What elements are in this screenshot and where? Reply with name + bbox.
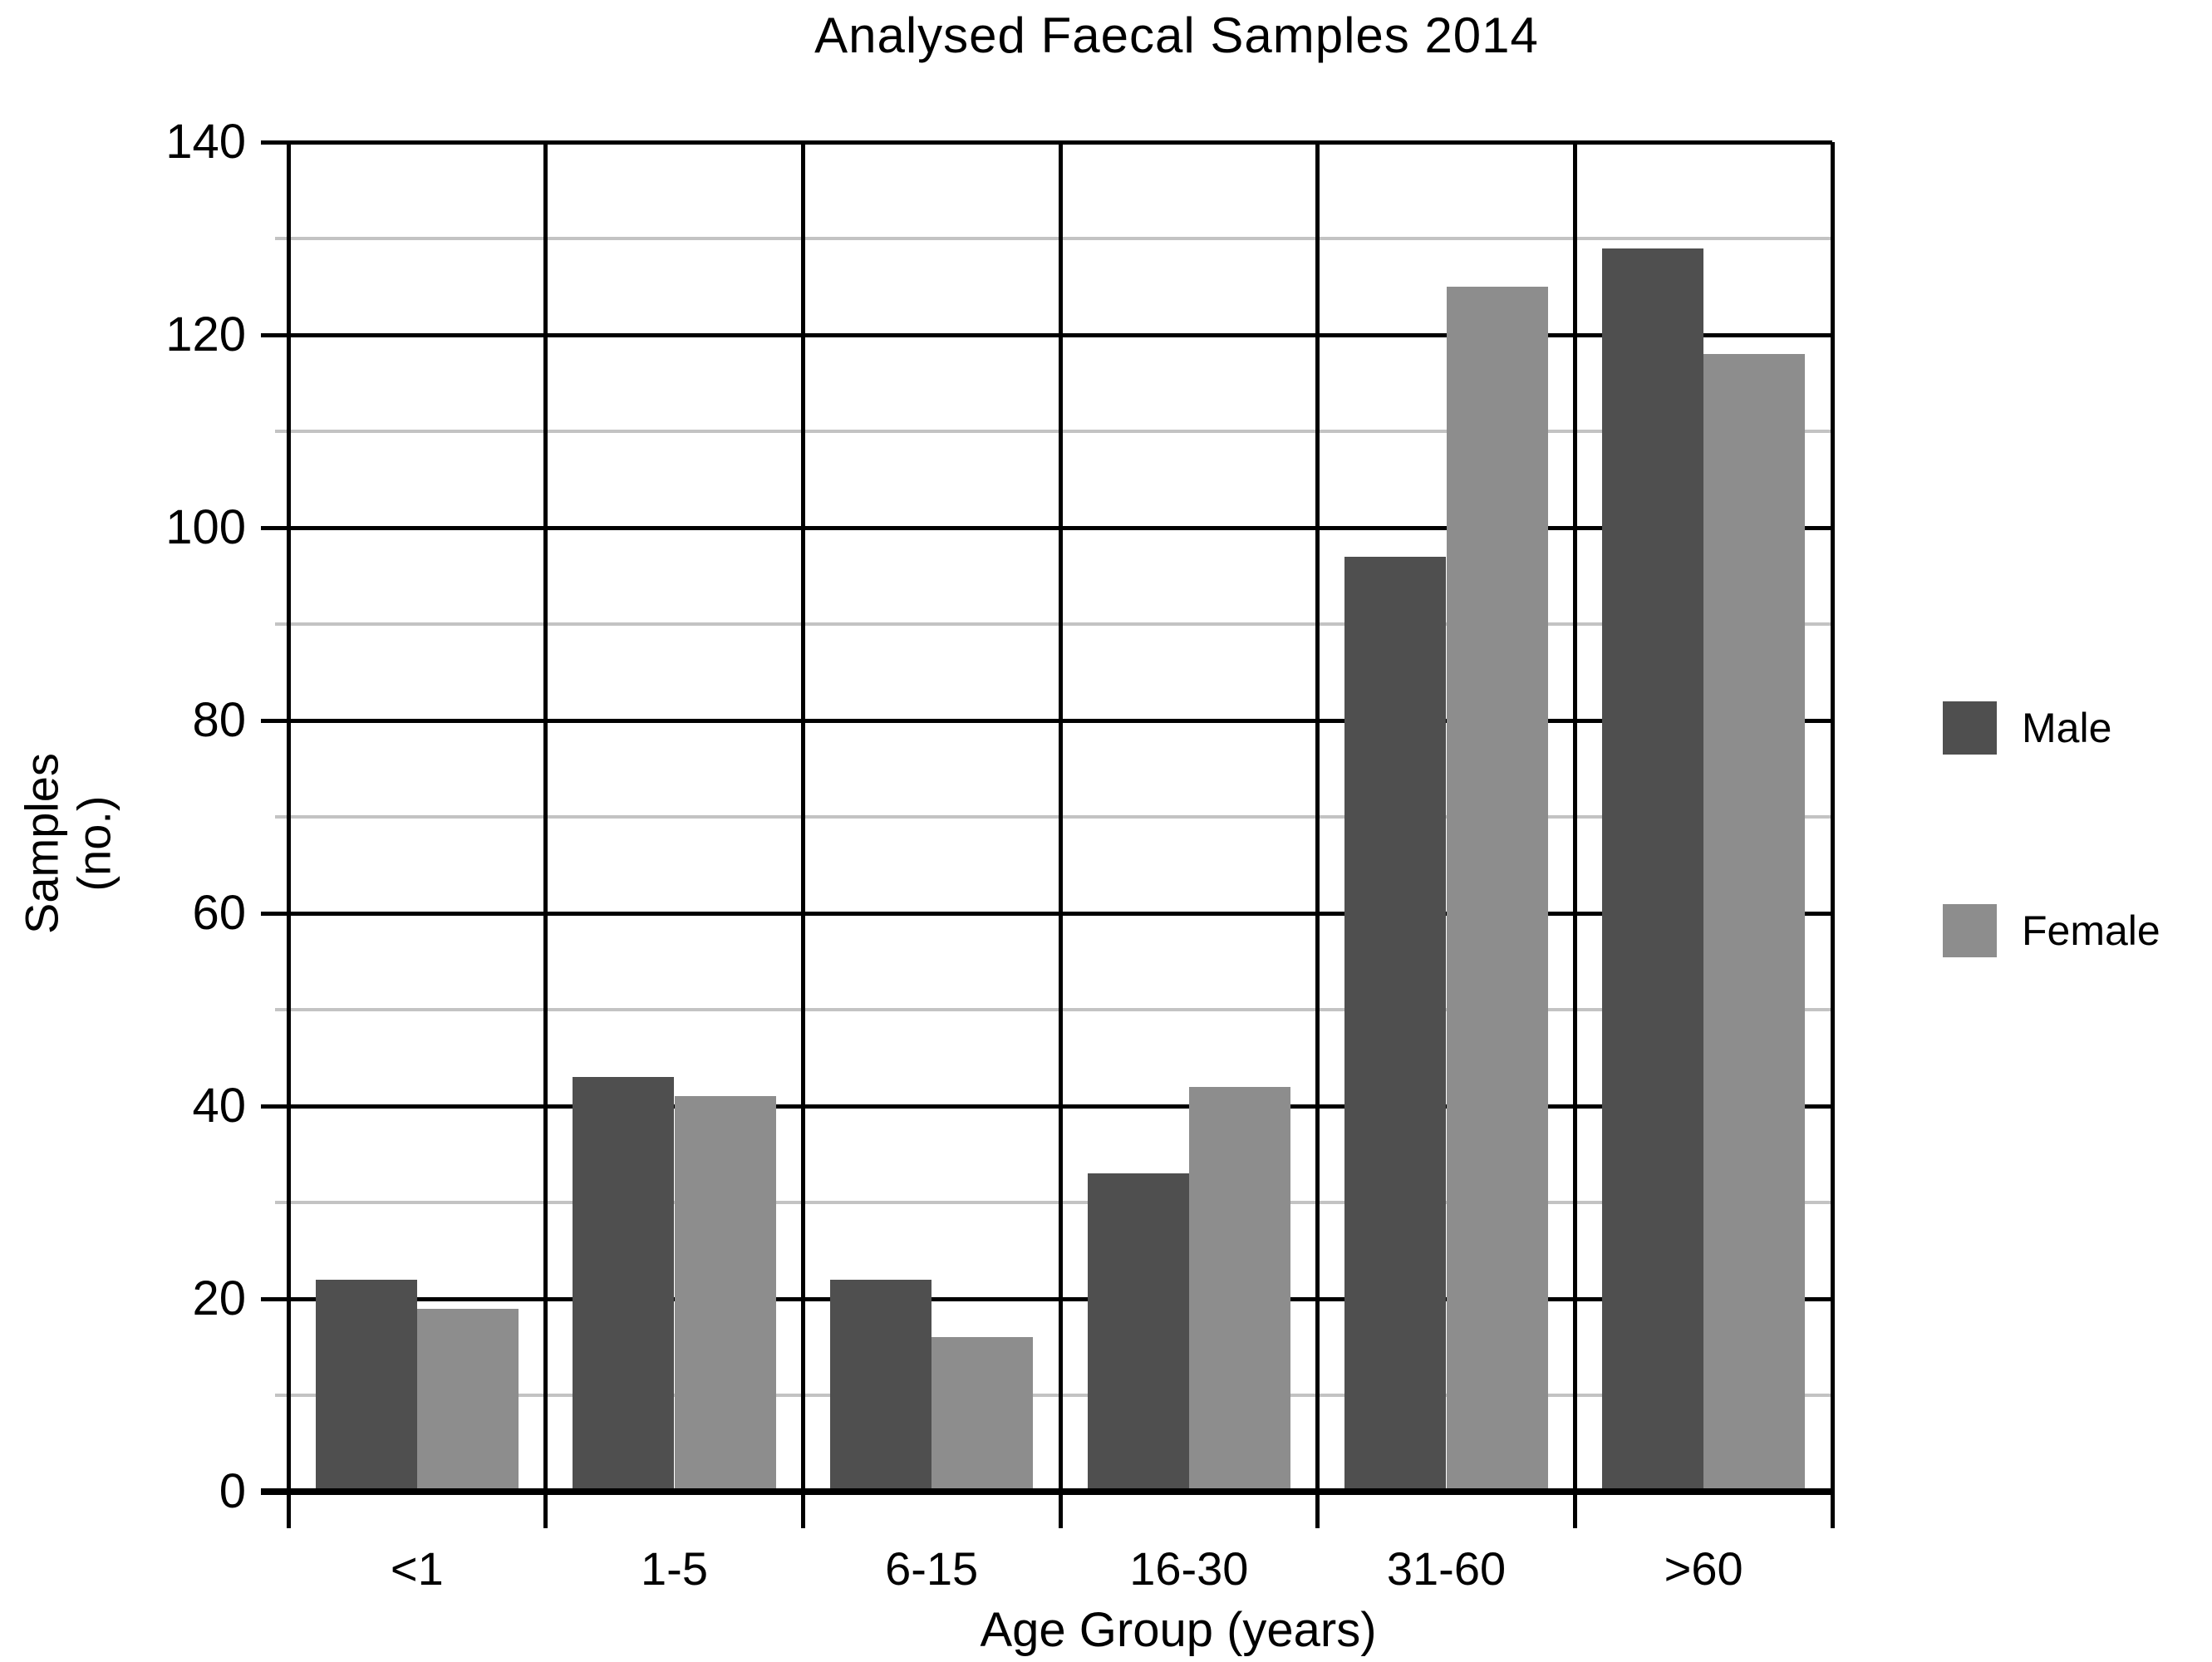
legend-label-female: Female [2022,907,2160,954]
legend-item-female: Female [1943,904,2160,957]
gridline-major-120 [261,333,1832,337]
y-tick-label-40: 40 [192,1079,246,1133]
bar-male-4 [1344,556,1447,1492]
gridline-vertical-5 [1572,142,1577,1528]
y-tick-label-60: 60 [192,886,246,940]
x-tick-label-3: 16-30 [1129,1542,1249,1595]
y-tick-label-20: 20 [192,1271,246,1325]
gridline-minor-110 [275,430,1832,433]
bar-male-2 [829,1279,932,1492]
legend-swatch-female [1943,904,1997,957]
gridline-vertical-3 [1058,142,1063,1528]
gridline-minor-90 [275,622,1832,626]
x-axis-title: Age Group (years) [980,1603,1377,1657]
chart-title: Analysed Faecal Samples 2014 [814,7,1539,63]
gridline-major-40 [261,1104,1832,1109]
bar-male-0 [315,1279,417,1492]
bar-female-4 [1446,287,1548,1492]
x-tick-label-0: <1 [390,1542,444,1595]
bar-male-5 [1601,248,1704,1492]
plot-area: 0 20 40 60 80 100 120 140 <1 1-5 6-15 16-30 31-60 >60 [165,118,1835,1595]
gridline-major-80 [261,719,1832,723]
y-tick-label-100: 100 [165,500,246,554]
bar-female-3 [1188,1086,1291,1492]
legend-item-male: Male [1943,701,2160,755]
y-tick-label-120: 120 [165,307,246,361]
y-tick-label-140: 140 [165,115,246,169]
bar-female-1 [674,1096,776,1492]
gridline-vertical-0 [286,142,291,1528]
y-tick-label-0: 0 [219,1464,246,1518]
gridline-major-20 [261,1297,1832,1301]
legend-swatch-male [1943,701,1997,755]
gridline-vertical-4 [1315,142,1320,1528]
legend-label-male: Male [2022,705,2112,751]
bar-female-2 [931,1337,1034,1492]
bar-female-5 [1703,354,1806,1492]
gridline-minor-30 [275,1201,1832,1204]
bar-male-1 [573,1077,675,1492]
gridline-vertical-1 [543,142,548,1528]
bar-male-3 [1087,1173,1189,1492]
gridline-major-100 [261,526,1832,530]
x-axis-line [261,1488,1832,1495]
y-tick-label-80: 80 [192,693,246,747]
x-tick-label-2: 6-15 [885,1542,979,1595]
gridline-vertical-6 [1830,142,1835,1528]
gridline-minor-130 [275,237,1832,240]
gridline-minor-10 [275,1394,1832,1397]
bar-female-0 [416,1308,519,1492]
gridline-major-60 [261,912,1832,916]
gridline-minor-70 [275,815,1832,819]
x-tick-label-1: 1-5 [641,1542,708,1595]
gridline-major-140 [261,140,1832,145]
x-tick-label-5: >60 [1664,1542,1743,1595]
legend: Male Female [1943,701,2160,957]
gridline-vertical-2 [800,142,805,1528]
gridline-minor-50 [275,1008,1832,1011]
x-tick-label-4: 31-60 [1386,1542,1507,1595]
